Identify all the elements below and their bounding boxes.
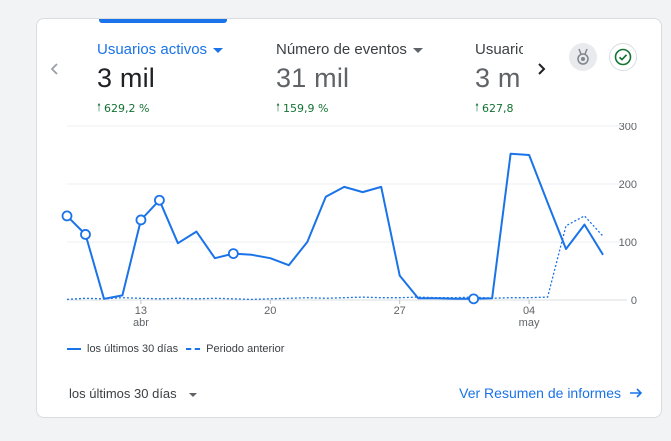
view-reports-link[interactable]: Ver Resumen de informes (459, 385, 643, 401)
arrow-up-icon: 🠑 (97, 101, 101, 114)
check-circle-icon (614, 48, 632, 66)
legend-dashed-swatch (186, 348, 201, 350)
anomaly-point (135, 214, 147, 226)
next-metrics-button[interactable] (529, 57, 553, 81)
arrow-right-icon (630, 388, 643, 398)
legend-item-previous[interactable]: Periodo anterior (186, 343, 284, 355)
metric-tab-event-count[interactable]: Número de eventos 31 mil 🠑 159,9 % (276, 41, 423, 118)
metric-delta-text: 627,8 (482, 102, 514, 115)
chevron-left-icon (50, 63, 58, 75)
y-tick-label: 300 (619, 123, 637, 133)
legend-solid-swatch (67, 348, 81, 350)
y-axis: 300 200 100 0 (619, 123, 637, 307)
view-reports-label: Ver Resumen de informes (459, 385, 621, 401)
metric-label-text: Usuarios activos (97, 41, 208, 58)
metric-delta: 🠑 159,9 % (276, 99, 423, 118)
legend-label: los últimos 30 días (87, 343, 179, 355)
anomaly-point (227, 248, 239, 260)
status-button[interactable] (609, 43, 637, 71)
anomaly-point (61, 210, 73, 222)
arrow-up-icon: 🠑 (475, 101, 479, 114)
y-tick-label: 200 (619, 179, 637, 191)
metric-label-text: Usuarios (475, 41, 523, 58)
date-range-label: los últimos 30 días (69, 386, 177, 401)
metric-label: Usuarios (475, 41, 523, 58)
arrow-up-icon: 🠑 (276, 101, 280, 114)
metric-value: 3 mil (97, 63, 156, 93)
legend-item-current[interactable]: los últimos 30 días (67, 343, 178, 355)
metric-label-text: Número de eventos (276, 41, 407, 58)
anomaly-point (154, 194, 165, 206)
x-tick-label: 27 (394, 305, 406, 317)
medal-icon (577, 48, 589, 65)
series-line-previous (66, 215, 604, 301)
x-tick-sublabel: may (519, 317, 540, 329)
anomaly-point (468, 293, 480, 305)
chart-legend: los últimos 30 días Periodo anterior (67, 343, 284, 355)
y-tick-label: 100 (619, 237, 637, 249)
legend-label: Periodo anterior (206, 343, 285, 355)
metric-label: Usuarios activos (97, 41, 224, 58)
metric-delta-text: 159,9 % (283, 102, 329, 115)
metric-tab-active-users[interactable]: Usuarios activos 3 mil 🠑 629,2 % (97, 41, 224, 118)
chevron-right-icon (538, 63, 546, 75)
active-tab-indicator (99, 19, 227, 23)
x-tick-label: 13 (135, 305, 147, 317)
caret-down-icon (188, 392, 197, 397)
metric-delta: 🠑 627,8 (475, 99, 523, 118)
metric-value: 31 mil (276, 63, 350, 93)
caret-down-icon (213, 48, 224, 53)
series-line-current (66, 152, 604, 300)
x-tick-label: 20 (264, 305, 276, 317)
chart-grid (67, 125, 627, 301)
y-tick-label: 0 (631, 295, 637, 307)
metric-value: 3 m (475, 63, 521, 93)
metric-tab-users[interactable]: Usuarios 3 m 🠑 627,8 (475, 41, 523, 118)
date-range-select[interactable]: los últimos 30 días (69, 386, 197, 401)
anomaly-point (80, 229, 91, 240)
metric-delta: 🠑 629,2 % (97, 99, 223, 118)
chart-series (61, 152, 604, 305)
metric-delta-text: 629,2 % (104, 102, 150, 115)
caret-down-icon (412, 48, 423, 53)
overview-card: Usuarios activos 3 mil 🠑 629,2 % Número … (36, 18, 662, 418)
metric-label: Número de eventos (276, 41, 423, 58)
x-tick-sublabel: abr (133, 317, 149, 329)
insights-button[interactable] (569, 43, 597, 71)
prev-metrics-button[interactable] (43, 57, 67, 81)
x-tick-label: 04 (523, 305, 535, 317)
